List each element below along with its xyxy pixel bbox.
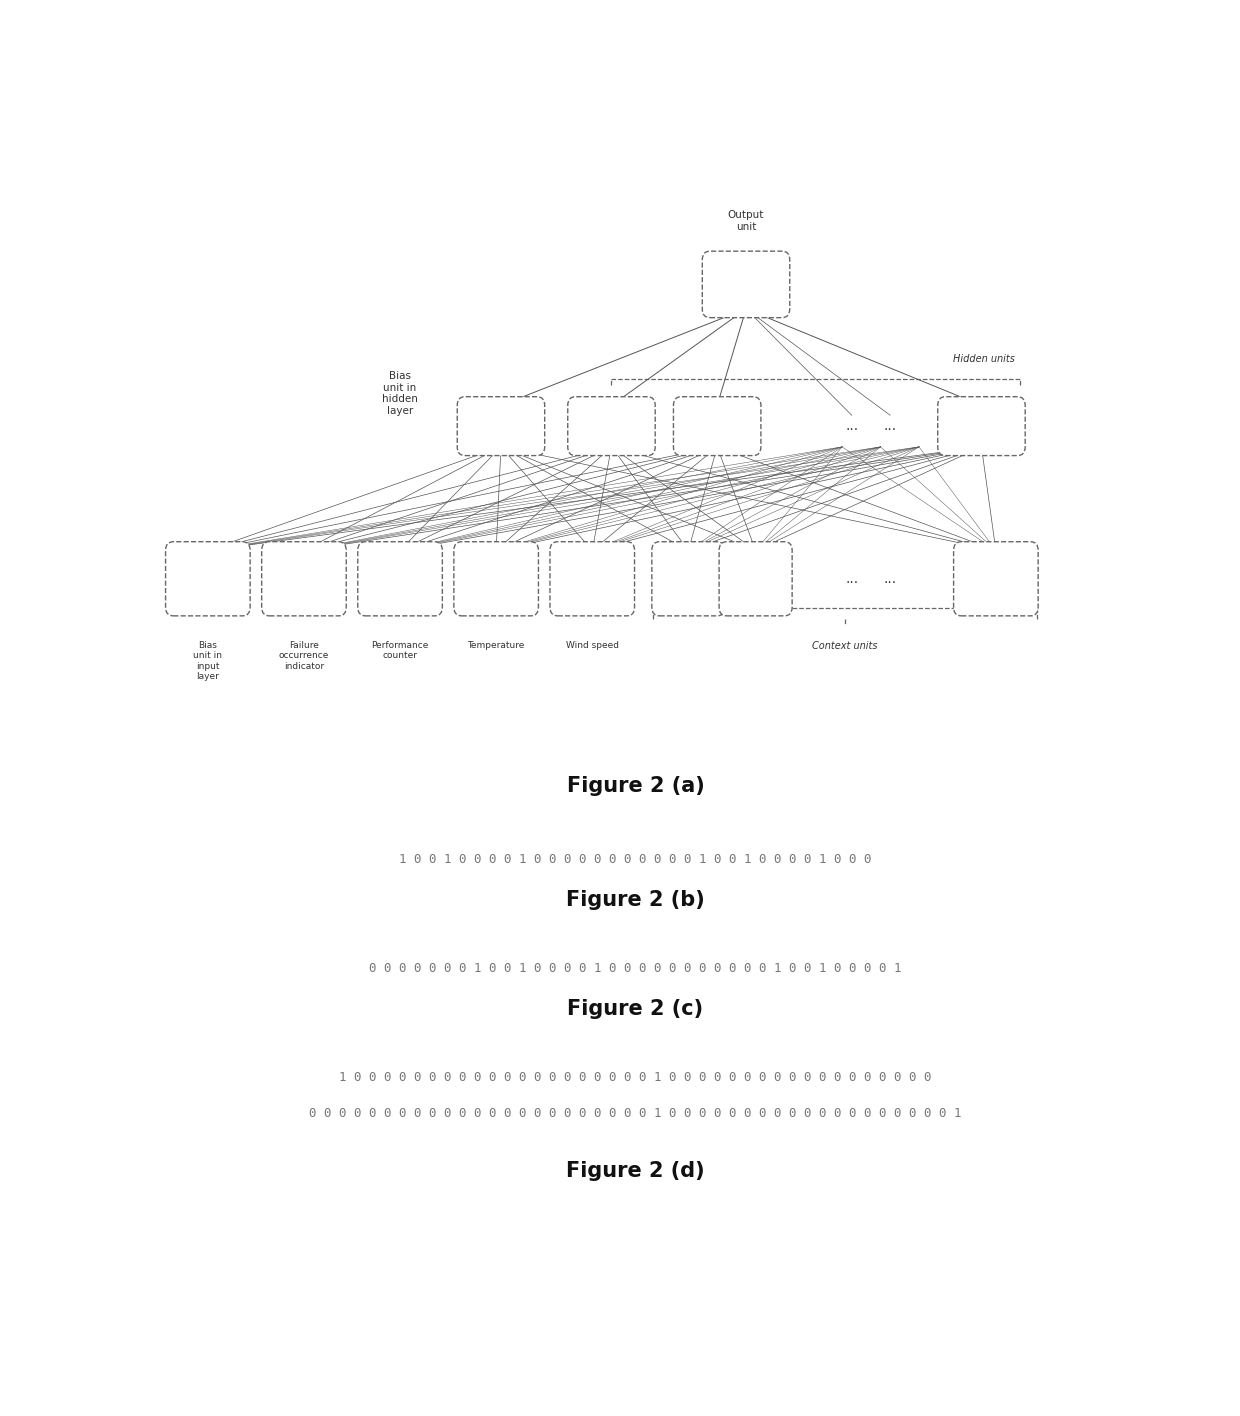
Text: ...: ... xyxy=(884,572,897,586)
FancyBboxPatch shape xyxy=(673,396,761,456)
Text: Failure
occurrence
indicator: Failure occurrence indicator xyxy=(279,641,329,671)
Text: Figure 2 (d): Figure 2 (d) xyxy=(567,1161,704,1181)
Text: Hidden units: Hidden units xyxy=(952,354,1014,364)
Text: Figure 2 (b): Figure 2 (b) xyxy=(567,891,704,910)
Text: ...: ... xyxy=(846,572,858,586)
FancyBboxPatch shape xyxy=(954,542,1038,616)
FancyBboxPatch shape xyxy=(702,251,790,317)
Text: Bias
unit in
input
layer: Bias unit in input layer xyxy=(193,641,222,681)
Text: Bias
unit in
hidden
layer: Bias unit in hidden layer xyxy=(382,371,418,416)
FancyBboxPatch shape xyxy=(454,542,538,616)
Text: Context units: Context units xyxy=(812,641,878,651)
Text: ...: ... xyxy=(846,419,858,433)
FancyBboxPatch shape xyxy=(358,542,443,616)
Text: 1 0 0 1 0 0 0 0 1 0 0 0 0 0 0 0 0 0 0 0 1 0 0 1 0 0 0 0 1 0 0 0: 1 0 0 1 0 0 0 0 1 0 0 0 0 0 0 0 0 0 0 0 … xyxy=(399,852,872,865)
Text: ...: ... xyxy=(884,419,897,433)
FancyBboxPatch shape xyxy=(551,542,635,616)
FancyBboxPatch shape xyxy=(652,542,725,616)
Text: Performance
counter: Performance counter xyxy=(371,641,429,660)
FancyBboxPatch shape xyxy=(262,542,346,616)
Text: 1 0 0 0 0 0 0 0 0 0 0 0 0 0 0 0 0 0 0 0 0 1 0 0 0 0 0 0 0 0 0 0 0 0 0 0 0 0 0 0: 1 0 0 0 0 0 0 0 0 0 0 0 0 0 0 0 0 0 0 0 … xyxy=(340,1070,931,1083)
Text: Wind speed: Wind speed xyxy=(565,641,619,650)
Text: 0 0 0 0 0 0 0 1 0 0 1 0 0 0 0 1 0 0 0 0 0 0 0 0 0 0 0 1 0 0 1 0 0 0 0 1: 0 0 0 0 0 0 0 1 0 0 1 0 0 0 0 1 0 0 0 0 … xyxy=(370,961,901,974)
FancyBboxPatch shape xyxy=(458,396,544,456)
Text: Temperature: Temperature xyxy=(467,641,525,650)
Text: Figure 2 (a): Figure 2 (a) xyxy=(567,776,704,796)
FancyBboxPatch shape xyxy=(568,396,655,456)
FancyBboxPatch shape xyxy=(166,542,250,616)
Text: 0 0 0 0 0 0 0 0 0 0 0 0 0 0 0 0 0 0 0 0 0 0 0 1 0 0 0 0 0 0 0 0 0 0 0 0 0 0 0 0 : 0 0 0 0 0 0 0 0 0 0 0 0 0 0 0 0 0 0 0 0 … xyxy=(309,1106,962,1120)
FancyBboxPatch shape xyxy=(719,542,792,616)
Text: Output
unit: Output unit xyxy=(728,211,764,232)
FancyBboxPatch shape xyxy=(937,396,1025,456)
Text: Figure 2 (c): Figure 2 (c) xyxy=(568,1000,703,1020)
